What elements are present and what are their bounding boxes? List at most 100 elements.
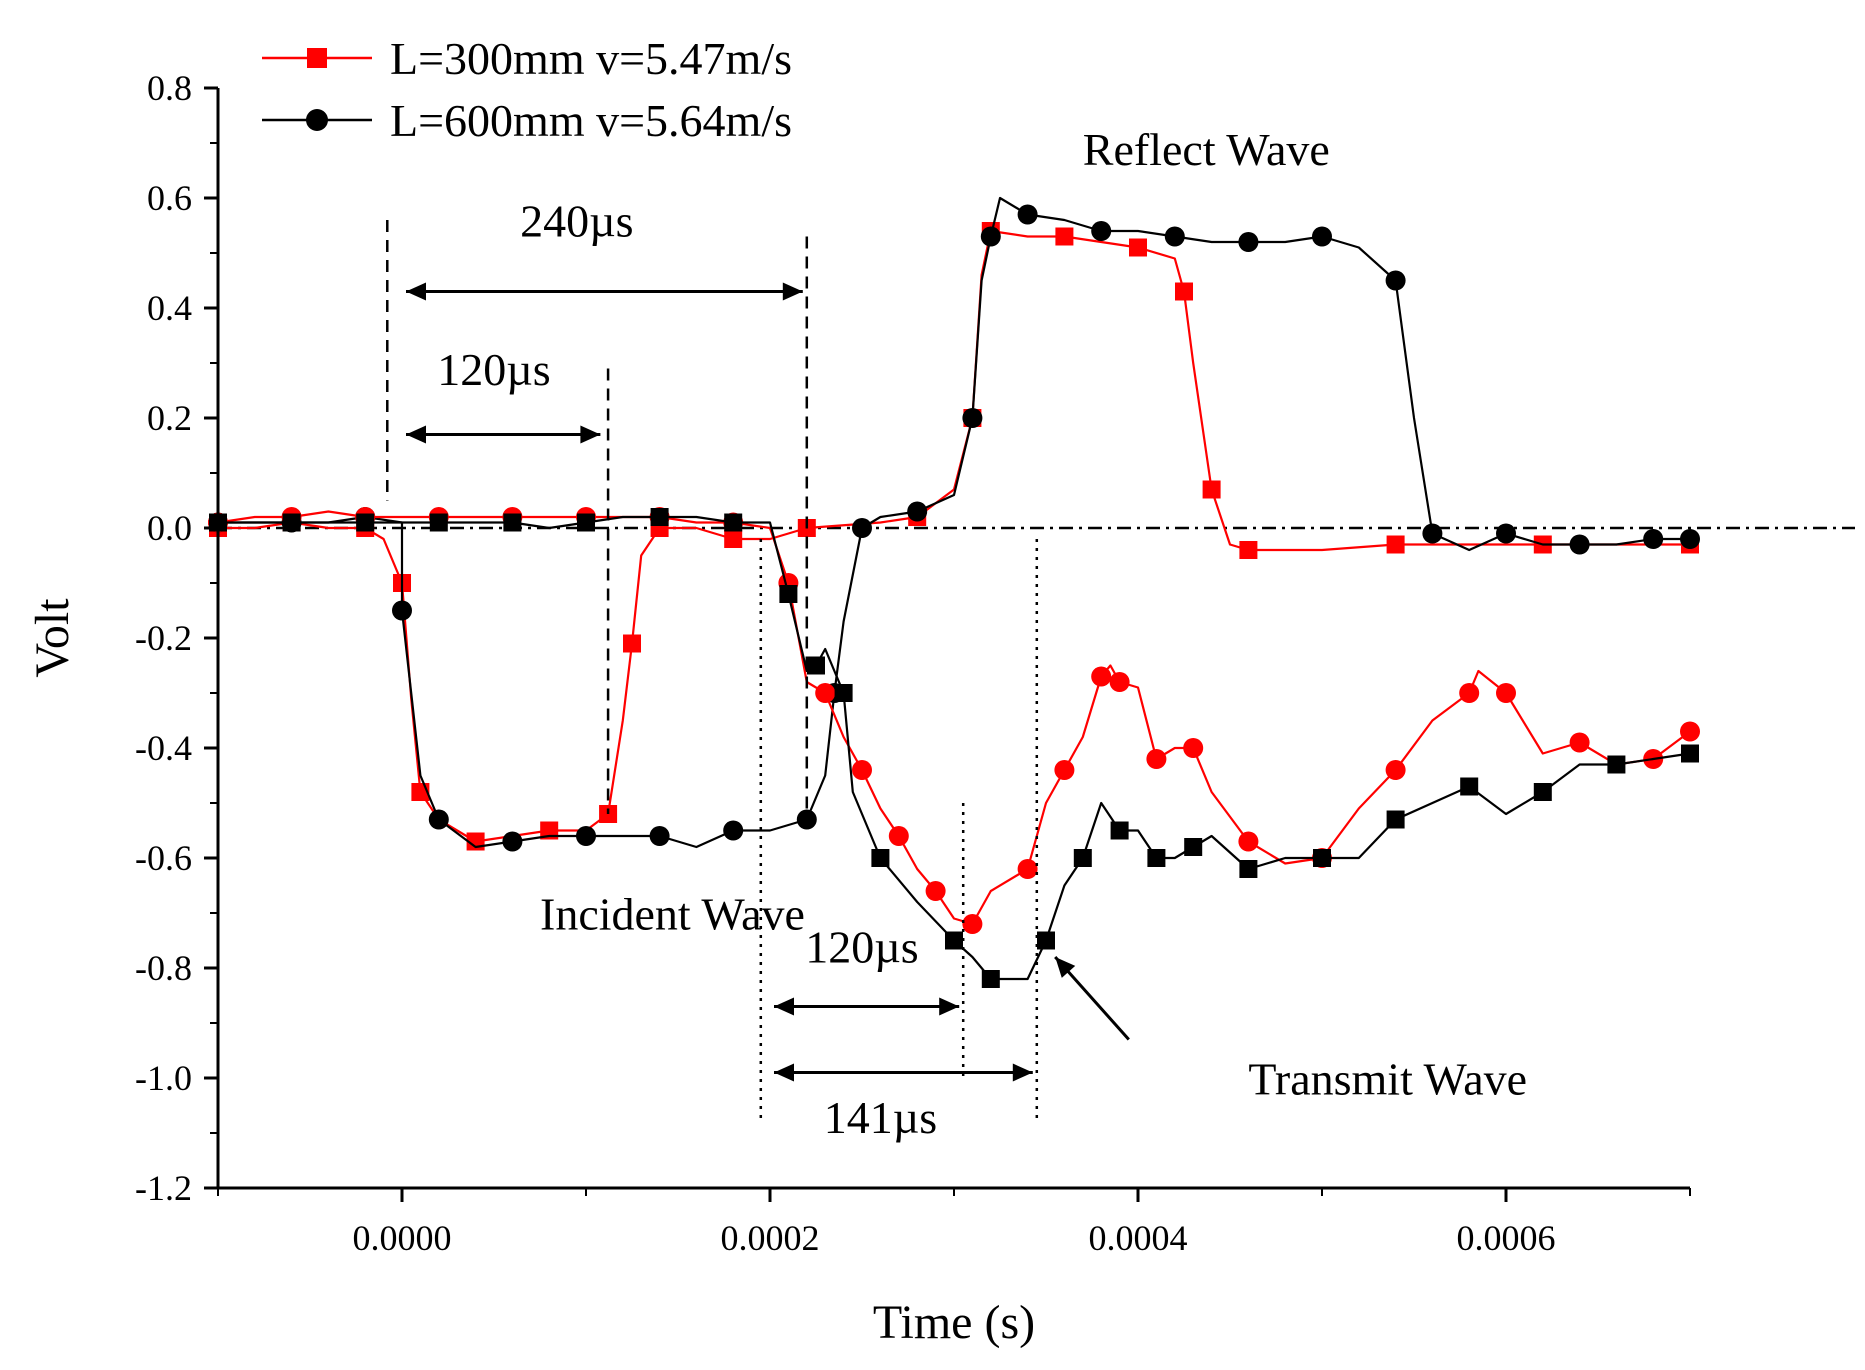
data-point-square: [1386, 810, 1405, 829]
data-point-square: [577, 513, 595, 532]
data-point-square: [1681, 744, 1699, 763]
data-point-square: [1129, 238, 1147, 257]
y-tick-label: -1.2: [135, 1168, 192, 1208]
data-point-circle: [1569, 732, 1590, 753]
interval-arrow: 141µs: [774, 1063, 1033, 1143]
data-point-square: [1239, 541, 1258, 559]
data-point-circle: [1054, 760, 1075, 780]
data-point-square: [503, 513, 522, 532]
data-point-square: [1202, 480, 1221, 499]
legend-item: L=300mm v=5.47m/s: [262, 33, 792, 84]
series-line: [218, 515, 1691, 981]
arrow-head: [939, 997, 960, 1016]
legend-marker-square: [307, 48, 327, 68]
data-point-square: [356, 513, 375, 532]
x-tick-label: 0.0006: [1457, 1218, 1556, 1258]
arrow-head: [774, 1063, 794, 1082]
data-point-circle: [1238, 831, 1259, 852]
legend-marker-circle: [306, 109, 328, 131]
data-point-circle: [907, 501, 928, 522]
y-tick-label: 0.4: [147, 288, 192, 328]
data-point-circle: [852, 518, 872, 538]
arrow-head: [406, 425, 426, 444]
x-tick-label: 0.0004: [1089, 1218, 1188, 1258]
y-tick-label: 0.6: [147, 178, 192, 218]
data-point-square: [945, 931, 963, 950]
data-point-circle: [925, 881, 946, 901]
data-point-square: [1175, 282, 1193, 301]
y-tick-label: -1.0: [135, 1058, 192, 1098]
legend-item: L=600mm v=5.64m/s: [262, 95, 792, 146]
data-point-circle: [1496, 683, 1516, 703]
data-point-square: [1386, 535, 1405, 554]
data-point-square: [1239, 860, 1258, 878]
data-point-square: [1607, 755, 1626, 774]
legend: L=300mm v=5.47m/s L=600mm v=5.64m/s: [262, 33, 792, 146]
incident-wave-label: Incident Wave: [540, 889, 805, 940]
data-point-circle: [1109, 672, 1130, 692]
x-axis-title: Time (s): [873, 1296, 1035, 1349]
data-point-circle: [1680, 529, 1700, 549]
data-point-circle: [1238, 232, 1259, 252]
data-point-square: [282, 513, 301, 532]
data-point-circle: [649, 826, 670, 846]
data-point-square: [1460, 777, 1479, 796]
y-tick-label: 0.0: [147, 508, 192, 548]
plot-area: [208, 196, 1855, 988]
data-point-circle: [1183, 738, 1204, 758]
data-point-square: [871, 849, 890, 867]
data-point-circle: [428, 809, 449, 830]
interval-label: 240µs: [520, 196, 633, 247]
series-0-incident-reflect: [209, 222, 1699, 851]
data-point-square: [834, 684, 853, 702]
data-point-circle: [392, 600, 412, 621]
series-2-transmit: [208, 507, 1700, 934]
data-point-circle: [1017, 204, 1038, 225]
data-point-circle: [888, 826, 909, 846]
data-point-circle: [1091, 666, 1112, 687]
reflect-wave-label: Reflect Wave: [1083, 124, 1330, 175]
data-point-circle: [796, 809, 817, 830]
y-tick-label: -0.6: [135, 838, 192, 878]
legend-label: L=300mm v=5.47m/s: [390, 33, 792, 84]
data-point-circle: [1385, 760, 1406, 780]
data-point-circle: [502, 831, 523, 852]
interval-arrow: 240µs: [406, 196, 803, 301]
interval-arrow: 120µs: [406, 344, 601, 444]
interval-arrow: 120µs: [774, 922, 960, 1016]
arrow-head: [580, 425, 601, 444]
data-point-circle: [1643, 529, 1664, 549]
axes: 0.8 0.6 0.4 0.2 0.0 -0.2 -0.4 -0.6 -0.8 -1.0 -1.2 0…: [135, 68, 1691, 1258]
arrow-head: [782, 282, 803, 301]
interval-label: 120µs: [437, 344, 550, 395]
data-point-circle: [1017, 859, 1038, 879]
y-axis-title: Volt: [26, 598, 79, 678]
series-line: [218, 229, 1690, 843]
data-point-square: [1037, 931, 1055, 950]
series-3-transmit: [209, 508, 1699, 988]
data-point-square: [1073, 849, 1092, 867]
y-tick-label: -0.2: [135, 618, 192, 658]
data-point-circle: [1569, 534, 1590, 555]
data-point-square: [650, 508, 669, 526]
arrow-head: [774, 997, 794, 1016]
data-point-square: [1147, 849, 1166, 867]
data-point-circle: [1680, 721, 1700, 742]
data-point-square: [429, 513, 448, 532]
legend-label: L=600mm v=5.64m/s: [390, 95, 792, 146]
data-point-circle: [1422, 523, 1443, 544]
data-point-square: [981, 970, 1000, 988]
x-tick-label: 0.0000: [353, 1218, 452, 1258]
data-point-circle: [980, 226, 1001, 247]
data-point-circle: [1146, 749, 1167, 769]
data-point-circle: [1459, 683, 1480, 703]
data-point-circle: [1312, 226, 1332, 247]
y-tick-label: -0.4: [135, 728, 192, 768]
data-point-square: [1184, 838, 1203, 856]
interval-label: 141µs: [824, 1092, 937, 1143]
transmit-wave-label: Transmit Wave: [1248, 1054, 1527, 1105]
annotations: 240µs 120µs 120µs 141µs Reflect Wave Incident…: [386, 124, 1527, 1143]
arrow-head: [1012, 1063, 1033, 1082]
x-tick-label: 0.0002: [721, 1218, 820, 1258]
